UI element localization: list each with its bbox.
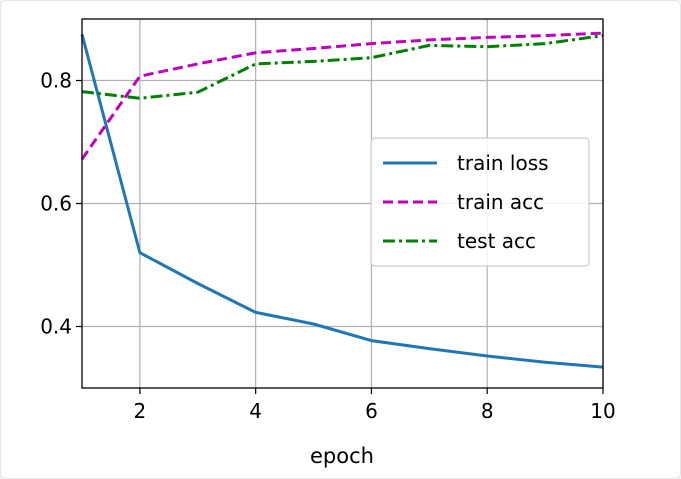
legend-box <box>370 137 590 267</box>
series-line-2 <box>80 31 604 161</box>
y-tick-label: 0.4 <box>40 315 72 339</box>
x-tick-label: 10 <box>590 399 615 423</box>
legend-label: train loss <box>457 151 549 175</box>
x-tick-label: 4 <box>249 399 262 423</box>
series-line-3 <box>81 34 604 100</box>
y-tick-label: 0.6 <box>40 192 72 216</box>
x-tick-label: 8 <box>481 399 494 423</box>
series-lines <box>80 31 604 369</box>
y-tick-label: 0.8 <box>40 69 72 93</box>
legend: train loss train acc test acc <box>370 137 590 267</box>
legend-label: train acc <box>457 190 544 214</box>
x-axis-label: epoch <box>310 444 374 468</box>
series-line-1 <box>80 34 604 369</box>
x-tick-label: 2 <box>134 399 147 423</box>
legend-label: test acc <box>457 229 536 253</box>
x-tick-label: 6 <box>365 399 378 423</box>
axis-ticks: 2 4 6 8 10 0.4 0.6 0.8 <box>40 69 616 424</box>
